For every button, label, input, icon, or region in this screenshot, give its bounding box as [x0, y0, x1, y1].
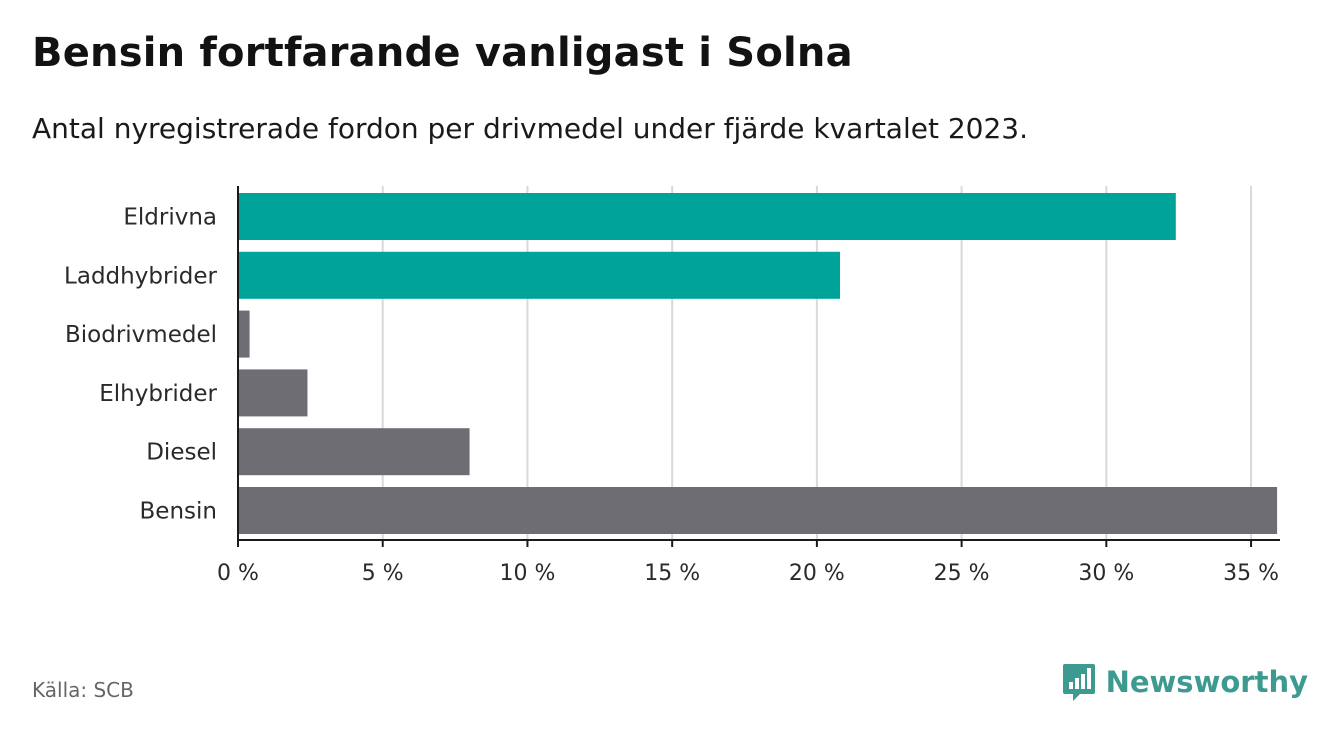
source-note: Källa: SCB — [32, 678, 134, 702]
x-tick-label: 20 % — [789, 561, 845, 586]
bar — [238, 251, 841, 299]
x-tick-label: 15 % — [644, 561, 700, 586]
bar-chart: Eldrivna Laddhybrider Biodrivmedel Elhybrid… — [64, 186, 1280, 586]
x-tick-label: 25 % — [934, 561, 990, 586]
x-tick-label: 10 % — [499, 561, 555, 586]
chart-subtitle: Antal nyregistrerade fordon per drivmede… — [32, 112, 1029, 145]
brand-logo: Newsworthy — [1062, 662, 1308, 702]
bar-chart-speech-bubble-icon — [1062, 664, 1095, 701]
category-label: Elhybrider — [99, 381, 217, 407]
category-label: Bensin — [140, 499, 217, 525]
category-label: Eldrivna — [123, 205, 217, 231]
category-label: Biodrivmedel — [65, 322, 217, 348]
bar — [238, 310, 250, 358]
bar — [238, 369, 308, 417]
x-tick-label: 35 % — [1223, 561, 1279, 586]
x-tick-label: 30 % — [1078, 561, 1134, 586]
bar — [238, 193, 1176, 240]
category-label: Diesel — [146, 440, 217, 466]
x-tick-label: 0 % — [217, 561, 259, 586]
bar — [238, 428, 470, 476]
bar — [238, 487, 1278, 534]
category-label: Laddhybrider — [64, 263, 217, 289]
x-tick-label: 5 % — [362, 561, 404, 586]
brand-name: Newsworthy — [1105, 665, 1308, 699]
chart-title: Bensin fortfarande vanligast i Solna — [32, 30, 853, 76]
